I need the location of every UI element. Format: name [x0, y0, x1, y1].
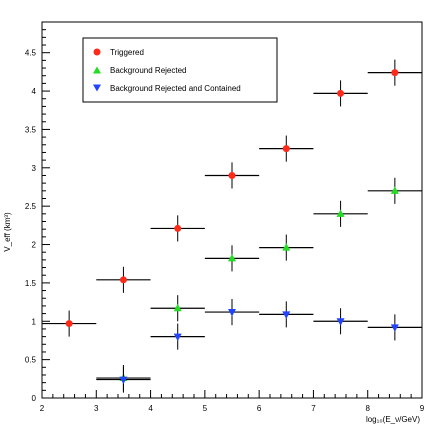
data-point — [367, 314, 422, 341]
axis-ticks — [41, 21, 423, 399]
marker-circle — [337, 89, 345, 97]
data-point — [313, 80, 368, 107]
marker-circle — [65, 320, 73, 328]
data-point — [204, 245, 260, 272]
y-tick-label: 0.5 — [25, 356, 37, 365]
legend-box — [82, 37, 278, 103]
marker-triangle-down — [228, 309, 236, 317]
data-point — [259, 234, 314, 261]
marker-circle — [119, 276, 127, 284]
data-point — [96, 266, 151, 293]
marker-circle — [282, 145, 290, 153]
x-tick-label: 9 — [420, 404, 425, 413]
x-tick-label: 7 — [311, 404, 316, 413]
y-tick-labels: 0 0.5 1 1.5 2 2.5 3 3.5 4 4.5 — [25, 49, 37, 403]
x-tick-label: 5 — [203, 404, 208, 413]
y-tick-label: 3.5 — [25, 125, 37, 134]
data-point — [259, 135, 314, 162]
data-point — [204, 162, 260, 189]
y-tick-label: 1.5 — [25, 279, 37, 288]
marker-circle — [391, 69, 399, 77]
y-tick-label: 1 — [32, 317, 37, 326]
marker-triangle-down — [390, 324, 399, 332]
plot-area — [41, 21, 423, 399]
marker-triangle-down — [173, 333, 182, 342]
marker-triangle-up — [228, 253, 236, 262]
marker-triangle-down — [282, 311, 291, 319]
y-tick-label: 0 — [32, 394, 37, 403]
marker-triangle-up — [336, 209, 345, 217]
legend-marker-background-rejected — [93, 66, 101, 74]
data-point — [367, 177, 422, 204]
data-point — [204, 299, 260, 326]
data-point — [259, 301, 314, 328]
y-axis-title: V_eff (km³) — [3, 212, 12, 252]
y-tick-label: 4 — [32, 87, 37, 96]
data-point — [313, 308, 368, 335]
legend: Triggered Background Rejected Background… — [82, 37, 278, 103]
marker-triangle-down — [336, 318, 345, 326]
marker-triangle-down — [119, 376, 128, 385]
x-axis-title: log₁₀(E_ν/GeV) — [366, 415, 420, 424]
legend-marker-background-rejected-contained — [93, 84, 101, 92]
x-tick-label: 2 — [40, 404, 45, 413]
marker-triangle-up — [390, 186, 399, 194]
data-marks — [42, 59, 422, 393]
y-tick-label: 4.5 — [25, 49, 37, 58]
legend-label-background-rejected-contained: Background Rejected and Contained — [110, 84, 241, 93]
x-tick-label: 8 — [365, 404, 370, 413]
marker-triangle-up — [282, 243, 291, 251]
x-tick-label: 3 — [94, 404, 99, 413]
data-point — [367, 59, 422, 86]
legend-label-triggered: Triggered — [110, 48, 144, 57]
data-point — [42, 310, 97, 337]
x-tick-labels: 2 3 4 5 6 7 8 9 — [40, 404, 425, 413]
legend-marker-triggered — [93, 48, 101, 56]
y-tick-label: 2 — [32, 241, 37, 250]
data-point — [313, 200, 368, 227]
data-point — [150, 295, 205, 322]
x-tick-label: 4 — [148, 404, 153, 413]
marker-circle — [174, 224, 182, 232]
data-point — [96, 366, 151, 393]
legend-label-background-rejected: Background Rejected — [110, 66, 187, 75]
y-tick-label: 3 — [32, 164, 37, 173]
marker-triangle-up — [173, 303, 182, 312]
marker-circle — [228, 171, 236, 179]
x-tick-label: 6 — [257, 404, 262, 413]
data-point — [150, 215, 205, 242]
y-tick-label: 2.5 — [25, 202, 37, 211]
data-point — [150, 323, 205, 350]
